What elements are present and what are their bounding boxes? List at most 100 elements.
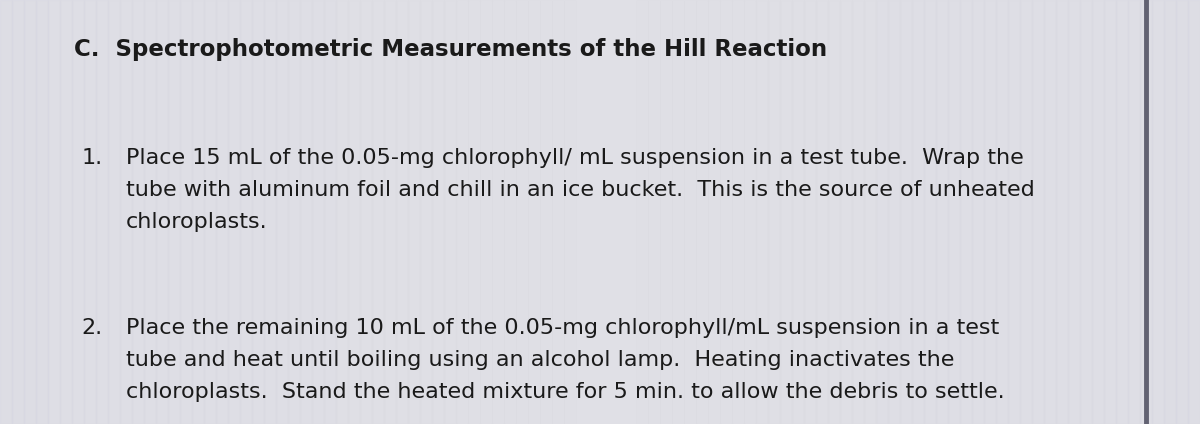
Bar [84,0,96,424]
Bar [552,0,564,424]
Bar [456,0,468,424]
Bar [528,0,540,424]
Bar [276,0,288,424]
Bar [708,0,720,424]
Bar [1140,0,1152,424]
Bar [336,0,348,424]
Bar [984,0,996,424]
Bar [132,0,144,424]
Bar [1128,0,1140,424]
Text: 1.: 1. [82,148,103,168]
Bar [648,0,660,424]
Bar [216,0,228,424]
Bar [864,0,876,424]
Bar [432,0,444,424]
Bar [396,0,408,424]
Bar [120,0,132,424]
Bar [1008,0,1020,424]
Bar [684,0,696,424]
Bar [792,0,804,424]
Bar [660,0,672,424]
Bar [972,0,984,424]
Bar [888,0,900,424]
Bar [180,0,192,424]
Bar [540,0,552,424]
Bar [36,0,48,424]
Bar [504,0,516,424]
Bar [804,0,816,424]
Bar [768,0,780,424]
Bar [204,0,216,424]
Bar [1032,0,1044,424]
Bar [492,0,504,424]
Bar [960,0,972,424]
Bar [48,0,60,424]
Bar [480,0,492,424]
Bar [936,0,948,424]
Bar [1152,0,1164,424]
Bar [468,0,480,424]
Bar [72,0,84,424]
Bar [696,0,708,424]
Bar [1056,0,1068,424]
Text: Place 15 mL of the 0.05-mg chlorophyll/ mL suspension in a test tube.  Wrap the
: Place 15 mL of the 0.05-mg chlorophyll/ … [126,148,1034,232]
Bar [564,0,576,424]
Text: Place the remaining 10 mL of the 0.05-mg chlorophyll/mL suspension in a test
tub: Place the remaining 10 mL of the 0.05-mg… [126,318,1004,402]
Bar [252,0,264,424]
Bar [300,0,312,424]
Bar [732,0,744,424]
Bar [672,0,684,424]
Bar [360,0,372,424]
Bar [324,0,336,424]
Bar [1104,0,1116,424]
Bar [588,0,600,424]
Bar [348,0,360,424]
Bar [756,0,768,424]
Bar [876,0,888,424]
Bar [996,0,1008,424]
Bar [60,0,72,424]
Bar [744,0,756,424]
Bar [1068,0,1080,424]
Bar [24,0,36,424]
Bar [312,0,324,424]
Bar [1116,0,1128,424]
Bar [168,0,180,424]
Bar [1020,0,1032,424]
Text: 2.: 2. [82,318,103,338]
Bar [612,0,624,424]
Bar [12,0,24,424]
Bar [516,0,528,424]
Bar [1044,0,1056,424]
Bar [96,0,108,424]
Bar [912,0,924,424]
Bar [852,0,864,424]
Bar [228,0,240,424]
Bar [828,0,840,424]
Bar [948,0,960,424]
Bar [600,0,612,424]
Bar [1092,0,1104,424]
Bar [924,0,936,424]
Bar [624,0,636,424]
Bar [144,0,156,424]
Bar [720,0,732,424]
Bar [1164,0,1176,424]
Bar [156,0,168,424]
Bar [420,0,432,424]
Bar [780,0,792,424]
Bar [408,0,420,424]
Bar [192,0,204,424]
Bar [1188,0,1200,424]
Bar [1176,0,1188,424]
Bar [372,0,384,424]
Bar [108,0,120,424]
Bar [840,0,852,424]
Bar [636,0,648,424]
Bar [384,0,396,424]
Bar [288,0,300,424]
Bar [900,0,912,424]
Text: C.  Spectrophotometric Measurements of the Hill Reaction: C. Spectrophotometric Measurements of th… [74,38,828,61]
Bar [1080,0,1092,424]
Bar [444,0,456,424]
